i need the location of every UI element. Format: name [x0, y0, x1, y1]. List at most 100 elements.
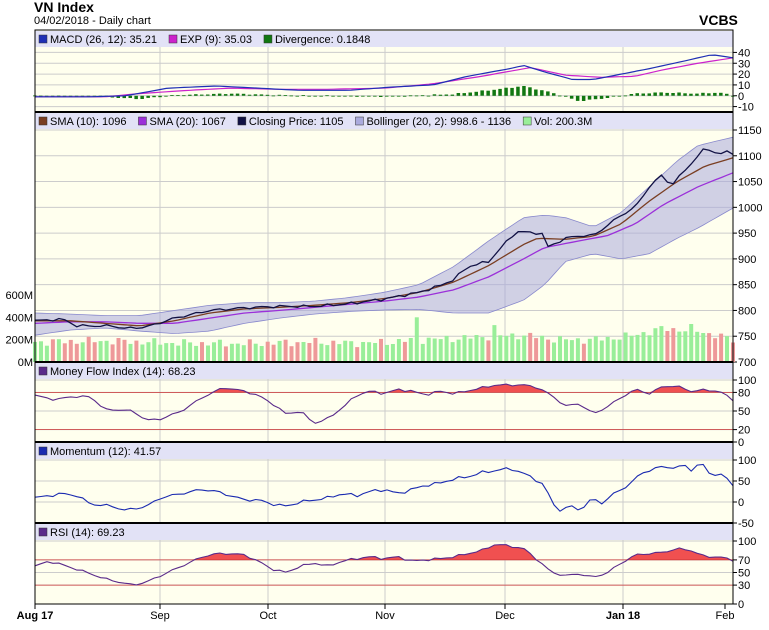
volume-bar: [486, 340, 491, 362]
panel-3-ytick-label-2: 0: [738, 497, 744, 509]
volume-bar: [355, 347, 360, 362]
divergence-bar: [462, 93, 466, 96]
panel-3-legend-label-0: Momentum (12): 41.57: [50, 446, 161, 458]
volume-bar: [420, 343, 425, 362]
panel-4-overbought-area: [190, 544, 734, 560]
panel-1-legend-label-2: Closing Price: 1105: [249, 116, 344, 128]
volume-bar: [235, 343, 240, 362]
divergence-bar: [128, 95, 132, 98]
divergence-bar: [170, 95, 174, 96]
panel-1-ytick-label-3: 1000: [738, 202, 762, 214]
panel-0-ytick-label-1: 30: [738, 58, 750, 70]
x-tick-label-1: Sep: [150, 610, 170, 622]
volume-bar: [98, 341, 103, 362]
divergence-bar: [558, 95, 562, 97]
panel-1-ytick-label-9: 700: [738, 357, 756, 369]
volume-bar: [450, 342, 455, 362]
volume-bar: [367, 342, 372, 362]
volume-bar: [116, 338, 121, 362]
volume-bar: [194, 345, 199, 362]
volume-bar: [546, 339, 551, 362]
divergence-bar: [188, 94, 192, 96]
divergence-bar: [396, 95, 401, 97]
panel-4-ytick-label-4: 0: [738, 599, 744, 611]
divergence-bar: [480, 90, 484, 96]
divergence-bar: [438, 94, 443, 96]
panel-1-legend-label-1: SMA (20): 1067: [149, 116, 225, 128]
divergence-bar: [486, 90, 490, 96]
volume-bar: [259, 346, 264, 362]
divergence-bar: [235, 93, 240, 96]
volume-bar: [200, 342, 204, 362]
volume-bar: [229, 343, 234, 362]
volume-bar: [212, 342, 216, 362]
volume-bar: [331, 340, 336, 362]
divergence-bar: [641, 93, 645, 96]
divergence-bar: [325, 95, 329, 97]
divergence-bar: [373, 95, 377, 97]
volume-bar: [641, 332, 646, 362]
volume-bar: [379, 338, 383, 362]
divergence-bar: [295, 95, 299, 97]
divergence-bar: [313, 95, 317, 97]
divergence-bar: [719, 92, 723, 96]
volume-bar: [516, 339, 521, 362]
volume-tick-label-0: 600M: [5, 290, 33, 302]
panel-1-ytick-label-4: 950: [738, 228, 756, 240]
volume-bar: [671, 328, 676, 362]
volume-tick-label-2: 200M: [5, 335, 33, 347]
divergence-bar: [564, 95, 568, 97]
divergence-bar: [122, 95, 126, 99]
volume-bar: [528, 332, 533, 362]
panel-1-legend-swatch-0: [38, 116, 48, 126]
volume-bar: [725, 336, 729, 362]
divergence-bar: [271, 95, 276, 97]
bollinger-upper-line: [34, 136, 734, 316]
volume-bar: [558, 336, 562, 362]
divergence-bar: [39, 95, 43, 97]
panel-2-overbought-area: [208, 384, 727, 393]
divergence-bar: [206, 94, 210, 96]
divergence-bar: [587, 95, 592, 100]
panel-1-legend-bar: [35, 113, 733, 129]
volume-bar: [474, 335, 479, 362]
panel-1-ytick-label-0: 1150: [738, 125, 762, 137]
divergence-bar: [611, 95, 616, 97]
volume-bar: [39, 341, 43, 362]
rsi-line: [34, 544, 734, 586]
panel-2-ytick-label-0: 100: [738, 375, 756, 387]
volume-bar: [247, 339, 252, 362]
panel-0-ytick-label-3: 10: [738, 80, 750, 92]
divergence-bar: [426, 95, 431, 97]
x-tick-label-2: Oct: [259, 610, 276, 622]
volume-bar: [158, 344, 163, 362]
panel-1-legend-swatch-2: [237, 116, 247, 126]
volume-bar: [438, 339, 443, 362]
volume-bar: [86, 336, 91, 362]
volume-bar: [564, 339, 568, 362]
panel-0-ytick-label-0: 40: [738, 47, 750, 59]
divergence-bar: [504, 87, 508, 96]
panel-4-legend-bar: [35, 524, 733, 540]
volume-bar: [241, 345, 246, 362]
divergence-bar: [116, 95, 120, 98]
volume-bar: [695, 331, 700, 362]
divergence-bar: [379, 95, 383, 97]
divergence-bar: [647, 93, 651, 96]
volume-bar: [307, 343, 312, 362]
panel-0-ytick-label-4: 0: [738, 91, 744, 103]
divergence-bar: [450, 94, 455, 96]
sma10-line: [35, 157, 734, 327]
panel-2-legend-swatch-0: [38, 366, 48, 376]
volume-bar: [480, 337, 485, 362]
panel-0-ytick-label-2: 20: [738, 69, 750, 81]
divergence-bar: [134, 95, 138, 100]
divergence-bar: [540, 90, 544, 96]
volume-bar: [50, 339, 55, 362]
volume-bar: [611, 339, 616, 362]
divergence-bar: [701, 92, 705, 96]
volume-bar: [635, 334, 640, 362]
panel-2-ytick-label-4: 0: [738, 437, 744, 449]
macd-line: [35, 54, 734, 98]
divergence-bar: [444, 94, 449, 96]
